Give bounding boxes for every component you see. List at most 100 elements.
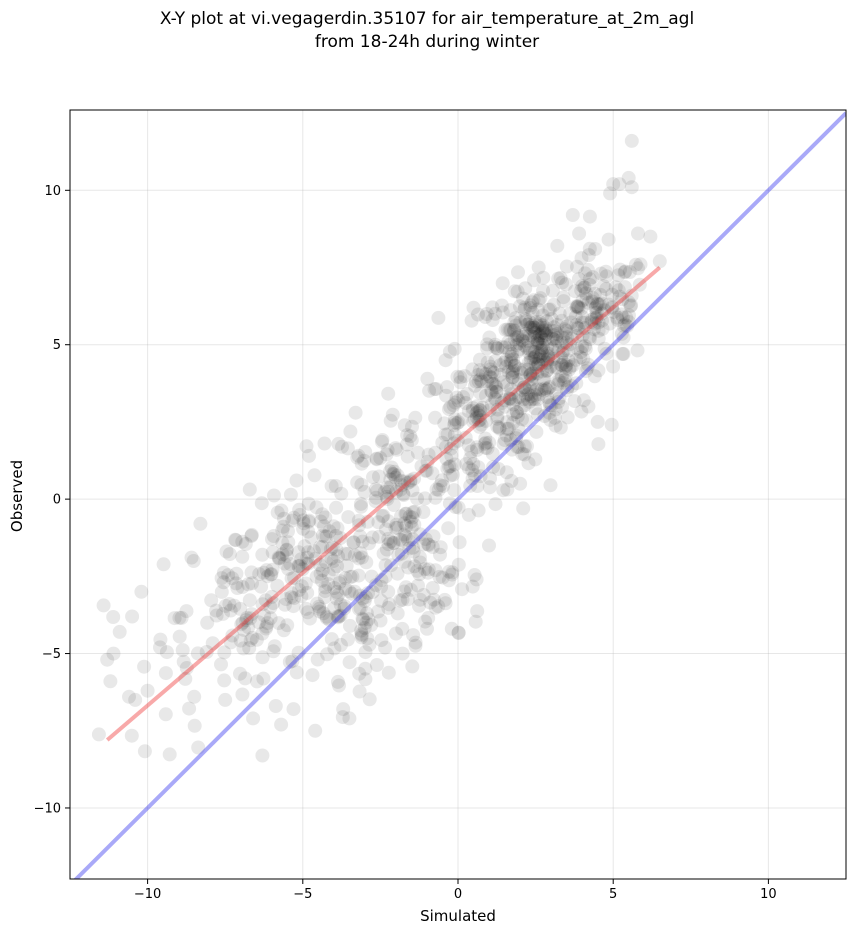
scatter-point: [378, 558, 393, 573]
scatter-point: [516, 380, 531, 395]
scatter-point: [347, 548, 362, 563]
scatter-point: [365, 530, 380, 545]
scatter-point: [569, 376, 584, 391]
scatter-point: [447, 412, 462, 427]
scatter-point: [601, 297, 616, 312]
scatter-point: [570, 321, 585, 335]
scatter-point: [310, 652, 325, 667]
scatter-point: [542, 398, 557, 413]
scatter-point: [340, 441, 355, 456]
scatter-point: [416, 588, 431, 602]
scatter-point: [438, 596, 453, 611]
scatter-point: [291, 545, 306, 560]
scatter-point: [496, 436, 511, 451]
scatter-point: [182, 701, 197, 716]
scatter-point: [334, 486, 349, 501]
scatter-point: [254, 496, 269, 511]
scatter-point: [485, 300, 500, 315]
scatter-point: [159, 645, 174, 660]
scatter-point: [233, 666, 247, 681]
scatter-point: [252, 567, 267, 582]
scatter-point: [562, 337, 577, 352]
scatter-point: [483, 471, 497, 486]
scatter-point: [229, 576, 244, 591]
scatter-point: [373, 613, 388, 628]
scatter-point: [386, 536, 401, 551]
scatter-point: [301, 556, 316, 571]
scatter-point: [523, 328, 538, 343]
scatter-point: [235, 687, 250, 702]
scatter-point: [533, 291, 548, 306]
scatter-point: [309, 500, 324, 515]
scatter-point: [550, 326, 565, 341]
scatter-point: [227, 598, 242, 613]
scatter-point: [448, 500, 463, 514]
scatter-point: [255, 650, 270, 665]
scatter-point: [250, 674, 264, 689]
scatter-point: [137, 744, 152, 759]
scatter-point: [529, 360, 544, 375]
scatter-point: [124, 728, 139, 743]
scatter-point: [254, 579, 269, 594]
scatter-point: [406, 540, 420, 555]
scatter-point: [500, 322, 515, 337]
scatter-point: [384, 558, 399, 573]
scatter-point: [472, 408, 487, 423]
scatter-point: [595, 321, 610, 336]
scatter-point: [497, 355, 512, 370]
scatter-point: [515, 329, 530, 344]
scatter-point: [217, 645, 232, 660]
scatter-point: [536, 352, 551, 367]
scatter-point: [499, 352, 514, 367]
scatter-point: [362, 637, 377, 652]
scatter-point: [497, 433, 512, 447]
scatter-point: [268, 699, 283, 713]
scatter-point: [265, 562, 280, 577]
scatter-point: [471, 503, 486, 518]
scatter-point: [421, 447, 436, 462]
scatter-point: [358, 445, 373, 459]
scatter-point: [439, 440, 453, 454]
scatter-point: [484, 384, 499, 399]
scatter-point: [518, 314, 533, 329]
scatter-point: [241, 577, 256, 592]
scatter-point: [558, 359, 573, 374]
scatter-point: [417, 537, 431, 552]
scatter-point: [353, 496, 368, 511]
scatter-point: [572, 226, 587, 241]
scatter-point: [396, 487, 411, 501]
scatter-point: [317, 519, 331, 534]
scatter-point: [361, 612, 376, 627]
scatter-point: [451, 625, 466, 640]
scatter-point: [405, 483, 420, 498]
scatter-point: [219, 544, 234, 559]
scatter-point: [433, 478, 448, 493]
scatter-point: [450, 433, 465, 448]
scatter-point: [382, 597, 397, 612]
scatter-point: [516, 501, 531, 516]
scatter-point: [490, 341, 505, 356]
x-axis-label: Simulated: [420, 907, 496, 925]
scatter-point: [236, 641, 251, 656]
scatter-point: [514, 401, 529, 416]
reference-lines: [73, 111, 846, 879]
scatter-point: [482, 435, 497, 450]
scatter-point: [494, 298, 509, 313]
scatter-point: [233, 633, 248, 648]
scatter-point: [287, 570, 302, 585]
scatter-point: [556, 330, 570, 345]
scatter-point: [470, 604, 485, 619]
scatter-point: [216, 575, 231, 590]
scatter-point: [569, 299, 584, 314]
scatter-point: [551, 395, 566, 409]
scatter-point: [179, 661, 194, 675]
scatter-point: [417, 562, 432, 577]
scatter-point: [490, 419, 505, 434]
scatter-point: [372, 529, 386, 544]
scatter-point: [559, 319, 574, 334]
scatter-point: [351, 513, 366, 528]
scatter-point: [369, 451, 384, 466]
scatter-point: [528, 349, 543, 364]
scatter-point: [442, 344, 457, 359]
